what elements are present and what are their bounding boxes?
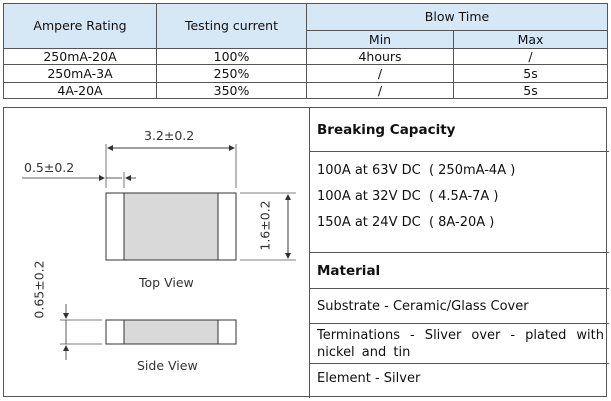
- cell-rating: 4A-20A: [3, 82, 157, 99]
- header-min: Min: [306, 30, 454, 49]
- cell-current: 350%: [156, 82, 307, 99]
- cell-min: 4hours: [306, 48, 454, 65]
- width-dim-label: 1.6±0.2: [257, 200, 273, 251]
- cell-current: 100%: [156, 48, 307, 65]
- dimension-drawing: 3.2±0.2 0.5±0.2 1.6±0.2 Top View 0.65±0.…: [4, 108, 309, 398]
- table-row: 250mA-20A 100% 4hours /: [3, 48, 609, 65]
- length-dim-label: 3.2±0.2: [144, 128, 195, 143]
- table-row: 250mA-3A 250% / 5s: [3, 64, 609, 83]
- cell-min: /: [306, 82, 454, 99]
- header-ampere-rating: Ampere Rating: [3, 3, 157, 49]
- blow-time-table: Ampere Rating Testing current Blow Time …: [3, 3, 609, 99]
- terminal-dim-label: 0.5±0.2: [24, 160, 75, 175]
- dimension-drawing-svg: [22, 144, 296, 360]
- cell-max: /: [452, 48, 609, 65]
- spec-column: Breaking Capacity 100A at 63V DC ( 250mA…: [309, 107, 609, 398]
- cell-min: /: [306, 64, 454, 83]
- top-view-label: Top View: [139, 275, 194, 290]
- header-max: Max: [452, 30, 609, 49]
- material-title: Material: [317, 263, 381, 279]
- list-item: 100A at 63V DC ( 250mA-4A ): [317, 163, 516, 178]
- table-row: 4A-20A 350% / 5s: [3, 82, 609, 99]
- breaking-capacity-title: Breaking Capacity: [317, 122, 456, 138]
- material-substrate: Substrate - Ceramic/Glass Cover: [310, 289, 609, 324]
- material-terminations: Terminations - Sliver over - plated with…: [310, 324, 609, 364]
- header-blow-time: Blow Time: [305, 3, 609, 31]
- list-item: 150A at 24V DC ( 8A-20A ): [317, 215, 495, 230]
- breaking-capacity-list: 100A at 63V DC ( 250mA-4A ) 100A at 32V …: [310, 152, 609, 253]
- spec-panel: 3.2±0.2 0.5±0.2 1.6±0.2 Top View 0.65±0.…: [3, 107, 609, 398]
- list-item: 100A at 32V DC ( 4.5A-7A ): [317, 189, 499, 204]
- breaking-capacity-header: Breaking Capacity: [310, 107, 609, 152]
- side-view-element: [123, 319, 219, 345]
- cell-max: 5s: [452, 82, 609, 99]
- material-header: Material: [310, 253, 609, 289]
- height-dim-label: 0.65±0.2: [31, 260, 47, 319]
- cell-max: 5s: [452, 64, 609, 83]
- top-view-element: [123, 192, 219, 261]
- header-testing-current: Testing current: [156, 3, 307, 49]
- cell-rating: 250mA-20A: [3, 48, 157, 65]
- material-element: Element - Silver: [317, 371, 421, 386]
- side-view-label: Side View: [137, 358, 198, 373]
- cell-rating: 250mA-3A: [3, 64, 157, 83]
- cell-current: 250%: [156, 64, 307, 83]
